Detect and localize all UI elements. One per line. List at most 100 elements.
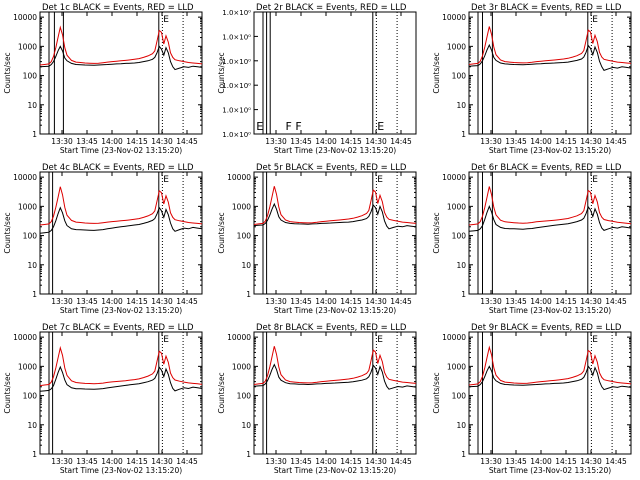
x-tick-label: 14:30 (365, 137, 387, 146)
y-tick-label: 1000 (447, 362, 466, 371)
y-tick-label: 100 (23, 232, 38, 241)
series-line-lld (468, 26, 632, 65)
panel-4: Det 4c BLACK = Events, RED = LLD 13:30 13:… (3, 163, 203, 315)
flag-marker: E (256, 120, 263, 133)
x-tick-label: 14:00 (315, 137, 337, 146)
y-tick-label: 1.0×10⁰ (222, 82, 251, 90)
y-tick-label: 100 (23, 392, 38, 401)
x-tick-label: 14:00 (101, 297, 123, 306)
y-axis-label: Counts/sec (3, 52, 12, 93)
y-tick-label: 100 (23, 72, 38, 81)
y-tick-label: 1000 (232, 202, 251, 211)
flag-marker: E (592, 335, 598, 345)
x-tick-label: 14:45 (176, 137, 198, 146)
panel-7: Det 7c BLACK = Events, RED = LLD 13:30 13:… (3, 323, 203, 475)
x-tick-label: 13:30 (51, 457, 73, 466)
y-tick-label: 100 (452, 72, 467, 81)
flag-marker: E (592, 175, 598, 185)
y-tick-label: 10 (456, 261, 466, 270)
x-tick-label: 13:45 (505, 297, 527, 306)
x-tick-label: 13:30 (480, 297, 502, 306)
y-tick-label: 1000 (18, 362, 37, 371)
y-tick-label: 10000 (13, 333, 37, 342)
x-tick-label: 14:00 (530, 297, 552, 306)
x-tick-label: 14:00 (530, 137, 552, 146)
series-line-lld (39, 345, 203, 387)
panel-title: Det 2r BLACK = Events, RED = LLD (256, 3, 407, 13)
y-tick-label: 1 (32, 130, 37, 139)
plot-frame (39, 11, 203, 135)
x-tick-label: 13:45 (290, 457, 312, 466)
x-tick-label: 14:00 (530, 457, 552, 466)
x-tick-label: 14:30 (151, 457, 173, 466)
flag-marker: E (377, 335, 383, 345)
y-axis-label: Counts/sec (432, 372, 441, 413)
panel-8: Det 8r BLACK = Events, RED = LLD 13:30 13:… (217, 323, 417, 475)
x-axis-label: Start Time (23-Nov-02 13:15:20) (274, 306, 396, 315)
y-tick-label: 10000 (442, 13, 466, 22)
panel-title: Det 4c BLACK = Events, RED = LLD (42, 163, 194, 173)
x-tick-label: 13:45 (290, 297, 312, 306)
plot-frame (253, 11, 417, 135)
y-tick-label: 1 (461, 130, 466, 139)
y-tick-label: 1000 (232, 362, 251, 371)
panel-title: Det 7c BLACK = Events, RED = LLD (42, 323, 194, 333)
x-tick-label: 13:45 (505, 457, 527, 466)
plot-frame (468, 331, 632, 455)
x-tick-label: 13:30 (51, 297, 73, 306)
y-tick-label: 1 (246, 450, 251, 459)
x-tick-label: 13:45 (76, 137, 98, 146)
y-axis-label: Counts/sec (3, 372, 12, 413)
panel-9: Det 9r BLACK = Events, RED = LLD 13:30 13:… (432, 323, 632, 475)
plot-frame (468, 11, 632, 135)
x-tick-label: 14:45 (176, 297, 198, 306)
series-line-lld (468, 345, 632, 386)
panel-title: Det 6r BLACK = Events, RED = LLD (471, 163, 622, 173)
panel-3: Det 3r BLACK = Events, RED = LLD 13:30 13:… (432, 3, 632, 155)
flag-marker: E (163, 175, 169, 185)
plot-frame (253, 331, 417, 455)
series-line-events (468, 43, 632, 72)
x-axis-label: Start Time (23-Nov-02 13:15:20) (489, 146, 611, 155)
flag-marker: E (163, 15, 169, 25)
x-tick-label: 13:30 (265, 457, 287, 466)
x-tick-label: 13:30 (51, 137, 73, 146)
y-tick-label: 1.0×10⁰ (222, 9, 251, 17)
series-line-lld (253, 186, 417, 225)
x-tick-label: 14:45 (605, 457, 627, 466)
x-tick-label: 14:15 (126, 457, 148, 466)
x-axis-label: Start Time (23-Nov-02 13:15:20) (60, 306, 182, 315)
series-line-events (39, 45, 203, 71)
x-axis-label: Start Time (23-Nov-02 13:15:20) (60, 146, 182, 155)
series-line-events (468, 205, 632, 232)
panel-title: Det 5r BLACK = Events, RED = LLD (256, 163, 407, 173)
x-tick-label: 14:30 (365, 297, 387, 306)
y-tick-label: 100 (452, 392, 467, 401)
y-tick-label: 1 (32, 290, 37, 299)
series-line-lld (468, 186, 632, 226)
y-tick-label: 1000 (447, 202, 466, 211)
x-tick-label: 13:45 (76, 297, 98, 306)
x-axis-label: Start Time (23-Nov-02 13:15:20) (274, 466, 396, 475)
y-tick-label: 1000 (18, 202, 37, 211)
series-line-events (468, 365, 632, 391)
y-tick-label: 1 (461, 450, 466, 459)
y-tick-label: 10000 (13, 173, 37, 182)
panel-title: Det 8r BLACK = Events, RED = LLD (256, 323, 407, 333)
x-tick-label: 14:00 (101, 457, 123, 466)
y-axis-label: Counts/sec (432, 52, 441, 93)
y-tick-label: 1 (246, 290, 251, 299)
x-tick-label: 14:15 (126, 297, 148, 306)
y-tick-label: 100 (237, 392, 252, 401)
x-tick-label: 13:45 (290, 137, 312, 146)
x-tick-label: 14:30 (580, 297, 602, 306)
x-tick-label: 14:45 (605, 297, 627, 306)
x-tick-label: 13:30 (480, 457, 502, 466)
panel-5: Det 5r BLACK = Events, RED = LLD 13:30 13:… (217, 163, 417, 315)
plot-frame (468, 171, 632, 295)
x-tick-label: 13:30 (265, 297, 287, 306)
y-tick-label: 10 (456, 421, 466, 430)
y-tick-label: 1 (32, 450, 37, 459)
panel-title: Det 1c BLACK = Events, RED = LLD (42, 3, 194, 13)
flag-marker: E (377, 120, 384, 133)
